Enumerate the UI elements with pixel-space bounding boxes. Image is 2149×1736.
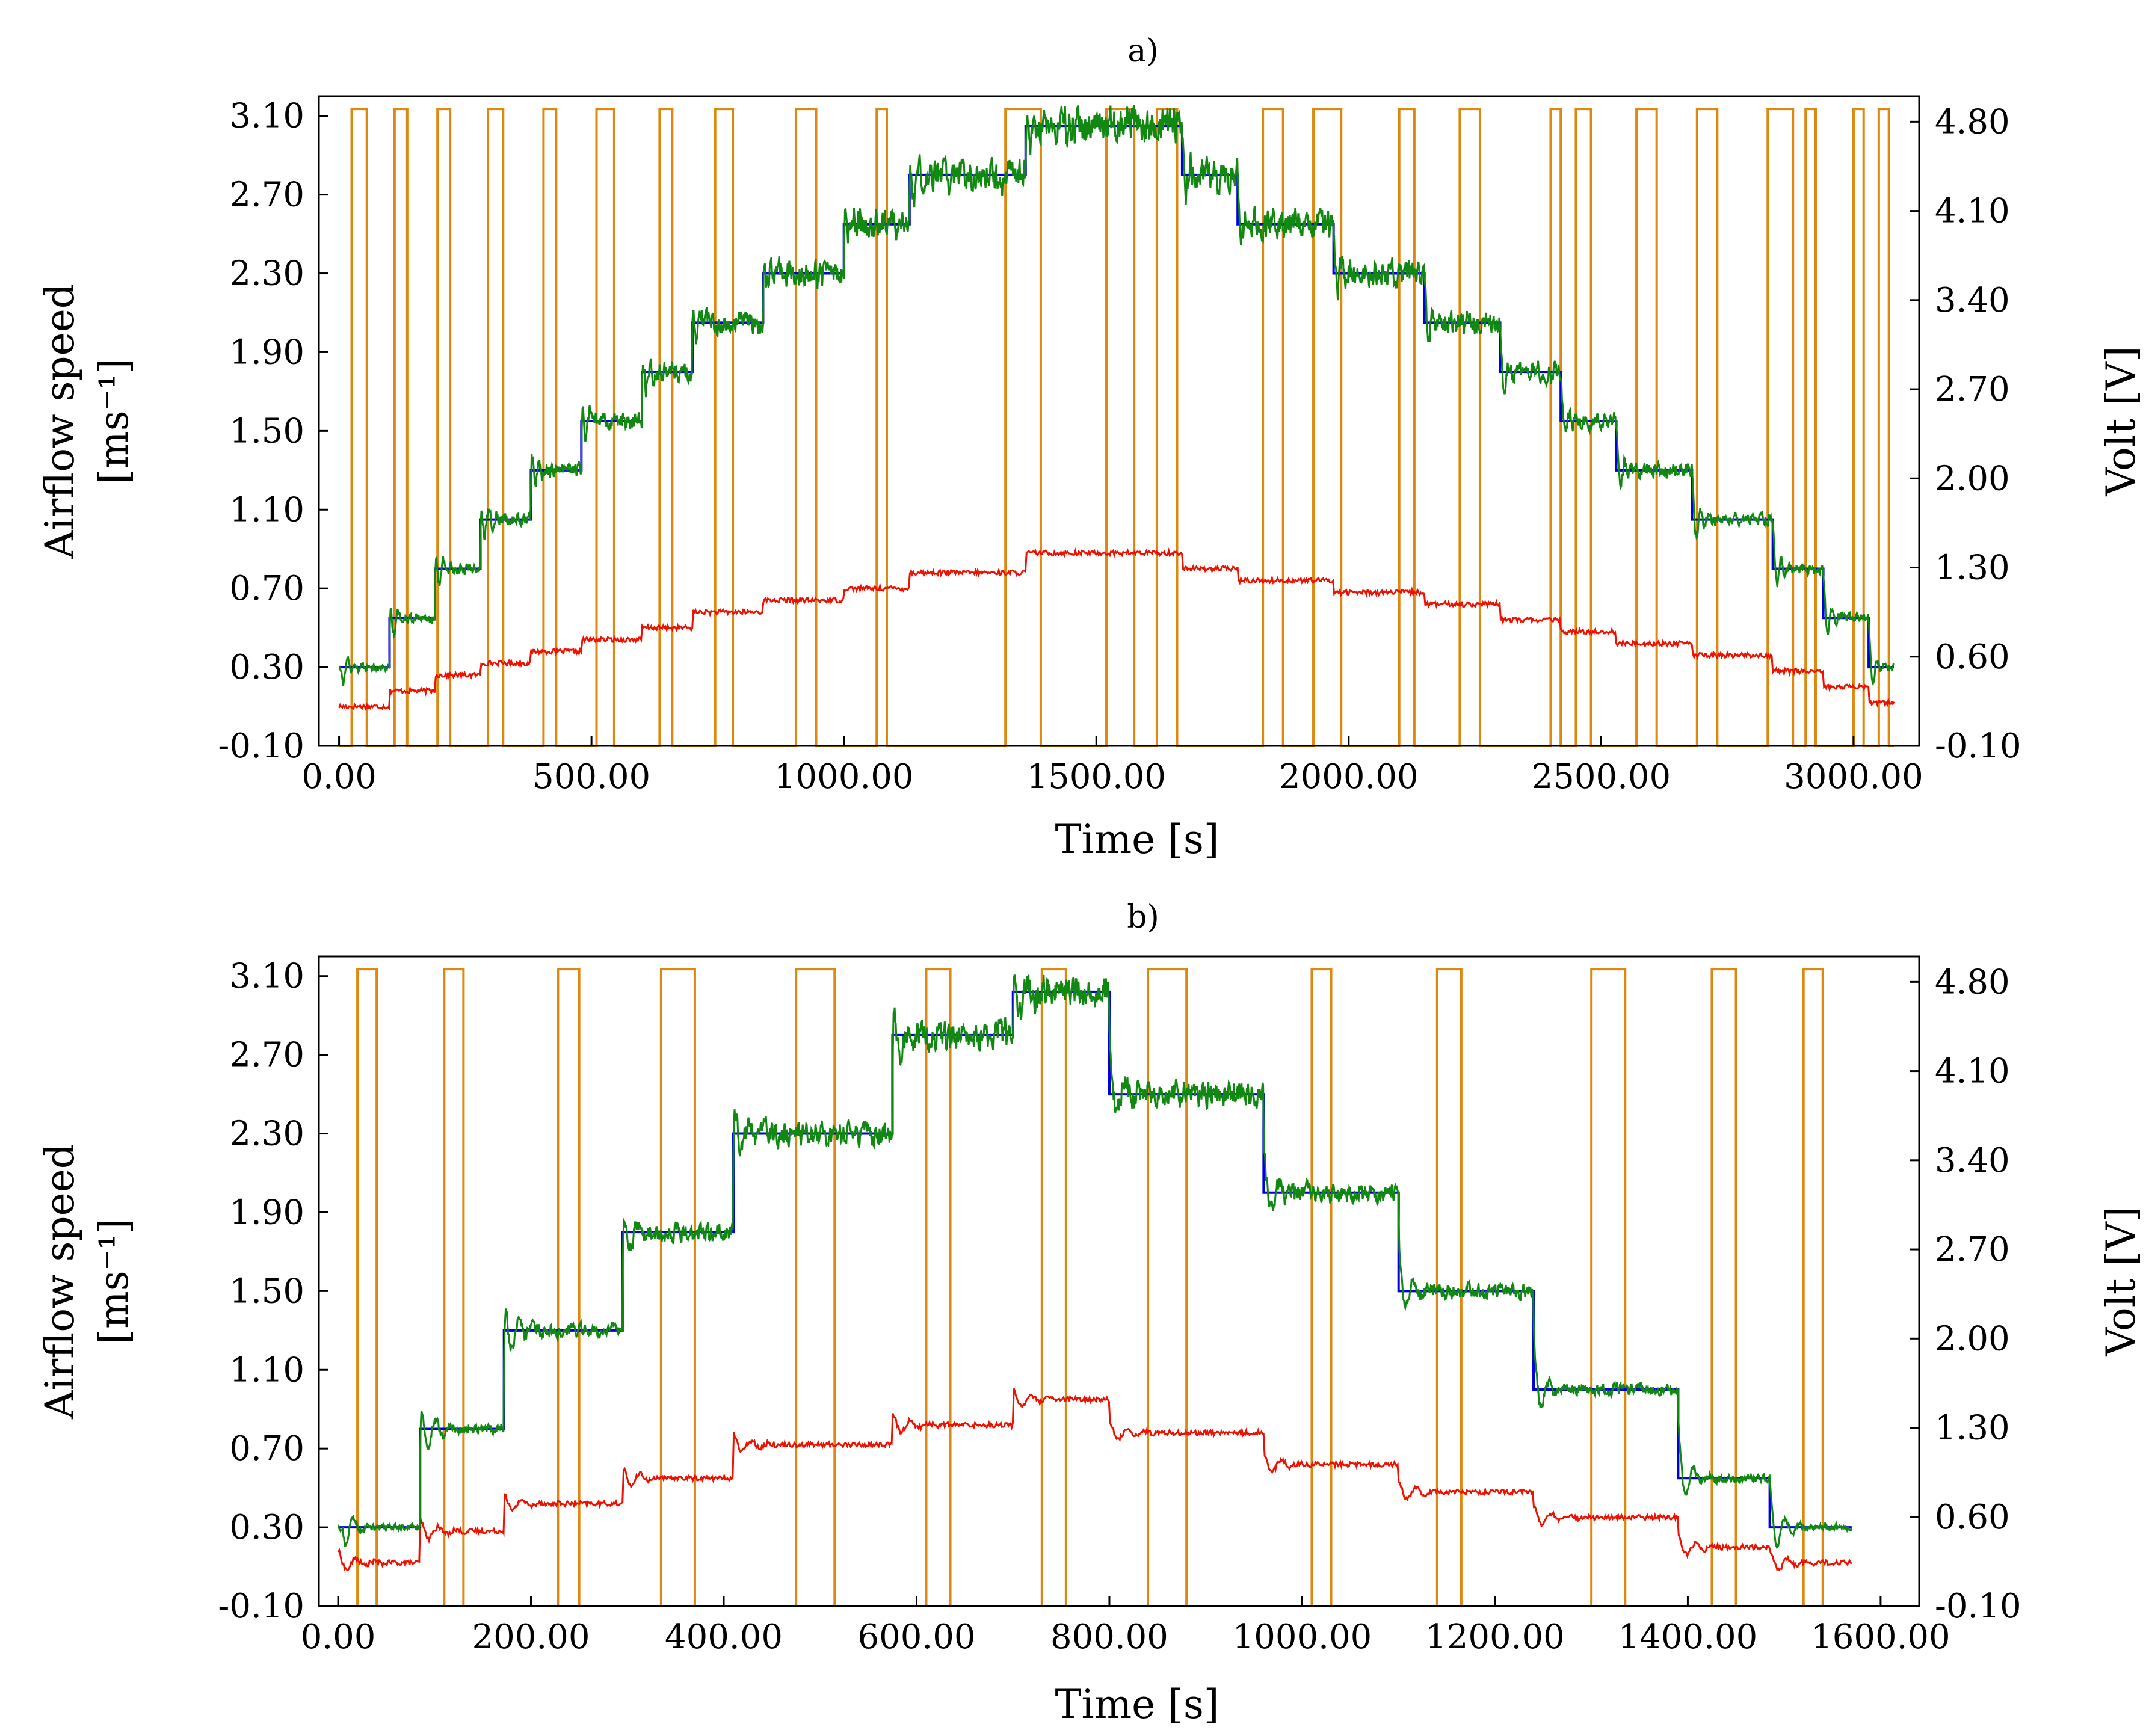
panel-b-y-tick-label: -0.10 bbox=[218, 1587, 304, 1626]
panel-b-y-axis-label: Airflow speed bbox=[37, 1143, 83, 1420]
panel-b-y2-ticks: -0.10 0.60 1.30 2.00 2.70 3.40 4.10 4.80 bbox=[1910, 962, 2021, 1626]
panel-b-x-tick-label: 1600.00 bbox=[1811, 1617, 1950, 1657]
panel-b-plot-frame bbox=[318, 955, 1920, 1607]
panel-b-y2-tick-label: 1.30 bbox=[1935, 1409, 2010, 1448]
panel-b-x-tick-label: 0.00 bbox=[301, 1617, 376, 1657]
panel-a-x-tick-label: 1000.00 bbox=[774, 757, 914, 796]
panel-a-y2-tick-label: -0.10 bbox=[1935, 727, 2021, 766]
panel-a-y-tick-label: 3.10 bbox=[229, 97, 304, 136]
panel-a-series bbox=[338, 104, 1895, 747]
panel-b-y2-tick-label: 3.40 bbox=[1935, 1141, 2010, 1180]
panel-a-y-tick-label: 1.50 bbox=[229, 411, 304, 451]
panel-a-y-tick-label: -0.10 bbox=[218, 727, 304, 766]
panel-a-y2-tick-label: 1.30 bbox=[1935, 549, 2010, 588]
panel-a-x-tick-label: 1500.00 bbox=[1026, 757, 1166, 796]
panel-b-title: b) bbox=[1127, 899, 1159, 935]
panel-b-x-tick-label: 600.00 bbox=[858, 1617, 976, 1657]
panel-a-plot-frame bbox=[318, 95, 1920, 747]
panel-a-y2-tick-label: 2.70 bbox=[1935, 370, 2010, 409]
panel-a-y2-tick-label: 2.00 bbox=[1935, 459, 2010, 498]
panel-a-x-tick-label: 0.00 bbox=[301, 757, 377, 796]
panel-a-y-tick-label: 0.30 bbox=[229, 648, 304, 687]
panel-a-y2-tick-label: 4.80 bbox=[1935, 102, 2010, 141]
panel-b-x-ticks: 0.00 200.00 400.00 600.00 800.00 1000.00 1200.… bbox=[301, 1596, 1950, 1657]
panel-a-x-axis-label: Time [s] bbox=[1055, 816, 1219, 863]
panel-b-x-tick-label: 200.00 bbox=[472, 1617, 590, 1657]
panel-b-y2-tick-label: 2.70 bbox=[1935, 1230, 2010, 1269]
panel-a-red-series bbox=[338, 547, 1895, 712]
panel-a-y-tick-label: 1.10 bbox=[229, 490, 304, 529]
panel-a-setpoint-series bbox=[339, 125, 1895, 669]
panel-a-y2-tick-label: 0.60 bbox=[1935, 638, 2010, 677]
panel-a-y2-axis-label: Volt [V] bbox=[2098, 346, 2144, 496]
panel-a-y-tick-label: 1.90 bbox=[229, 333, 304, 372]
panel-b-airflow-series bbox=[337, 974, 1853, 1550]
panel-b-y-axis-unit: [ms⁻¹] bbox=[91, 1218, 137, 1344]
panel-a-y2-ticks: -0.10 0.60 1.30 2.00 2.70 3.40 4.10 4.80 bbox=[1910, 102, 2021, 766]
panel-a-x-tick-label: 500.00 bbox=[532, 757, 650, 796]
panel-a: a) 0.00 500.00 1000.00 1500.00 2000.00 2500.0… bbox=[37, 33, 2144, 863]
panel-b-y2-tick-label: 4.10 bbox=[1935, 1052, 2010, 1091]
panel-a-airflow-series bbox=[338, 104, 1895, 686]
panel-b-y-tick-label: 2.70 bbox=[229, 1036, 304, 1075]
panel-b-x-tick-label: 800.00 bbox=[1050, 1617, 1168, 1657]
panel-a-y-tick-label: 2.30 bbox=[229, 254, 304, 294]
panel-a-x-tick-label: 2000.00 bbox=[1279, 757, 1419, 796]
panel-b-voltage-series bbox=[338, 968, 1852, 1607]
panel-a-x-tick-label: 2500.00 bbox=[1532, 757, 1671, 796]
panel-b-x-tick-label: 1000.00 bbox=[1233, 1617, 1372, 1657]
panel-b-y2-tick-label: 4.80 bbox=[1935, 962, 2010, 1002]
panel-b-y-tick-label: 0.30 bbox=[229, 1508, 304, 1547]
panel-b-series bbox=[337, 968, 1853, 1607]
panel-b-y-tick-label: 1.50 bbox=[229, 1272, 304, 1311]
panel-a-y2-tick-label: 4.10 bbox=[1935, 192, 2010, 231]
panel-b-red-series bbox=[337, 1388, 1852, 1572]
panel-a-y-ticks: -0.10 0.30 0.70 1.10 1.50 1.90 2.30 2.70 3.10 bbox=[218, 97, 328, 766]
panel-a-y-tick-label: 0.70 bbox=[229, 569, 304, 608]
panel-b-y-tick-label: 1.90 bbox=[229, 1193, 304, 1232]
panel-a-title: a) bbox=[1127, 33, 1158, 69]
panel-b-x-axis-label: Time [s] bbox=[1055, 1681, 1219, 1728]
panel-a-y-axis-label: Airflow speed bbox=[37, 283, 83, 559]
panel-b-x-tick-label: 400.00 bbox=[665, 1617, 783, 1657]
panel-b-y-tick-label: 0.70 bbox=[229, 1429, 304, 1468]
panel-b-y2-tick-label: 0.60 bbox=[1935, 1498, 2010, 1537]
panel-b-y2-tick-label: -0.10 bbox=[1935, 1587, 2021, 1626]
panel-b-y-tick-label: 2.30 bbox=[229, 1115, 304, 1154]
panel-b-x-tick-label: 1200.00 bbox=[1425, 1617, 1565, 1657]
panel-b-y2-axis-label: Volt [V] bbox=[2098, 1206, 2144, 1356]
panel-a-x-tick-label: 3000.00 bbox=[1784, 757, 1923, 796]
panel-a-y2-tick-label: 3.40 bbox=[1935, 281, 2010, 320]
panel-b-x-tick-label: 1400.00 bbox=[1618, 1617, 1758, 1657]
panel-b-y-ticks: -0.10 0.30 0.70 1.10 1.50 1.90 2.30 2.70 3.10 bbox=[218, 957, 328, 1626]
panel-a-y-tick-label: 2.70 bbox=[229, 176, 304, 215]
panel-b-y-tick-label: 1.10 bbox=[229, 1350, 304, 1390]
panel-b-y2-tick-label: 2.00 bbox=[1935, 1319, 2010, 1358]
panel-a-x-ticks: 0.00 500.00 1000.00 1500.00 2000.00 2500.00 30… bbox=[301, 736, 1923, 796]
panel-b: b) 0.00 200.00 400.00 600.00 800.00 1000.00 12… bbox=[37, 899, 2144, 1728]
panel-a-y-axis-unit: [ms⁻¹] bbox=[91, 358, 137, 484]
panel-b-y-tick-label: 3.10 bbox=[229, 957, 304, 996]
